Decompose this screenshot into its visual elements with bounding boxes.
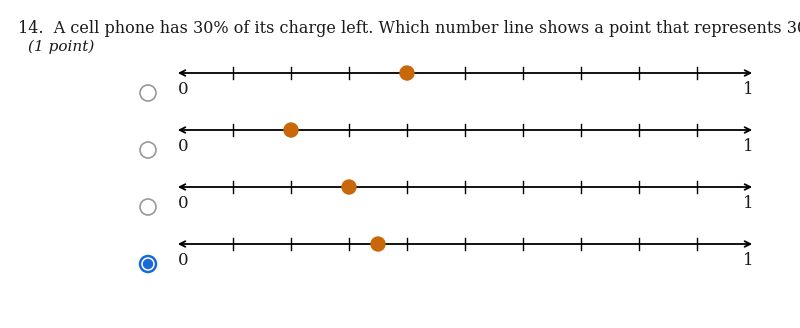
Ellipse shape	[284, 123, 298, 137]
Text: (1 point): (1 point)	[28, 40, 94, 54]
Ellipse shape	[371, 237, 385, 251]
Circle shape	[140, 85, 156, 101]
Text: 1: 1	[742, 81, 754, 98]
Text: 14.  A cell phone has 30% of its charge left. Which number line shows a point th: 14. A cell phone has 30% of its charge l…	[18, 20, 800, 37]
Text: 0: 0	[178, 138, 188, 155]
Text: 0: 0	[178, 81, 188, 98]
Ellipse shape	[342, 180, 356, 194]
Ellipse shape	[400, 66, 414, 80]
Text: 1: 1	[742, 195, 754, 212]
Circle shape	[140, 256, 156, 272]
Circle shape	[143, 259, 153, 269]
Text: 1: 1	[742, 138, 754, 155]
Circle shape	[140, 199, 156, 215]
Text: 1: 1	[742, 252, 754, 269]
Text: 0: 0	[178, 195, 188, 212]
Circle shape	[140, 142, 156, 158]
Text: 0: 0	[178, 252, 188, 269]
